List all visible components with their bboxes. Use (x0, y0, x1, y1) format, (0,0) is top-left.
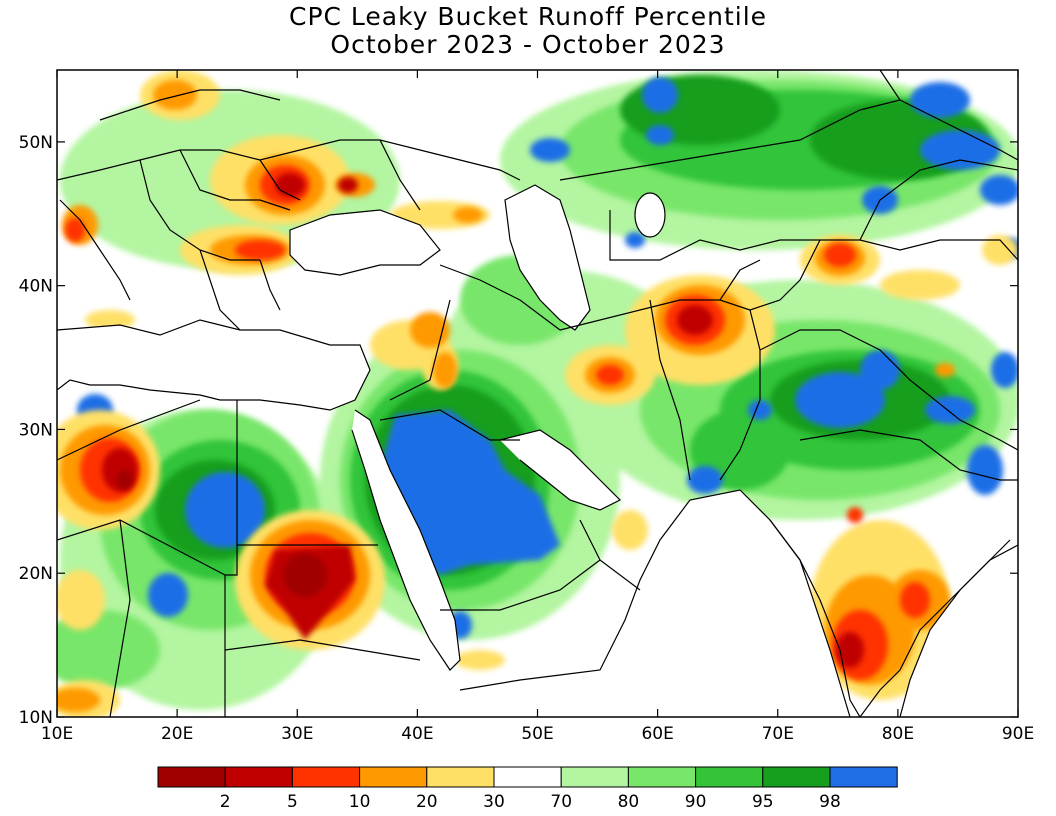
legend-label: 80 (618, 792, 640, 812)
water-mask (57, 185, 1018, 717)
legend-label: 2 (220, 792, 231, 812)
lon-tick-label: 50E (521, 724, 553, 744)
lat-tick-label: 40N (19, 277, 53, 297)
legend-label: 98 (819, 792, 841, 812)
map-title: CPC Leaky Bucket Runoff Percentile (288, 2, 768, 31)
legend-label: 5 (287, 792, 298, 812)
lon-tick-label: 90E (1002, 724, 1034, 744)
lat-tick-label: 30N (19, 420, 53, 440)
legend-swatch (157, 766, 226, 788)
legend-label: 95 (752, 792, 774, 812)
legend-swatch (493, 766, 562, 788)
legend-swatch (695, 766, 764, 788)
coastlines-borders (57, 70, 1018, 717)
legend-swatch (426, 766, 495, 788)
map-subtitle: October 2023 - October 2023 (330, 30, 726, 59)
legend-swatch (560, 766, 629, 788)
legend-swatch (291, 766, 361, 788)
lon-tick-label: 40E (401, 724, 433, 744)
lon-tick-label: 20E (161, 724, 193, 744)
legend: 2 5 10 20 30 70 80 90 95 98 (157, 766, 898, 812)
lat-tick-label: 50N (19, 133, 53, 153)
legend-swatch (627, 766, 697, 788)
lon-tick-label: 30E (281, 724, 313, 744)
lat-tick-label: 10N (19, 708, 53, 728)
percentile-field (57, 70, 1018, 717)
legend-label: 20 (416, 792, 438, 812)
lon-tick-label: 60E (641, 724, 673, 744)
legend-label: 90 (685, 792, 707, 812)
lon-tick-label: 80E (882, 724, 914, 744)
lat-tick-label: 20N (19, 564, 53, 584)
legend-swatch (829, 766, 898, 788)
legend-swatch (224, 766, 293, 788)
legend-label: 10 (349, 792, 371, 812)
lon-tick-label: 70E (762, 724, 794, 744)
axis-tick-labels: 10E 20E 30E 40E 50E 60E 70E 80E 90E 10N 20N 30N 40N 5… (19, 133, 1035, 744)
axis-ticks (56, 70, 1019, 718)
legend-swatch (762, 766, 831, 788)
lon-tick-label: 10E (41, 724, 73, 744)
legend-label: 70 (550, 792, 572, 812)
legend-swatch (359, 766, 428, 788)
legend-label: 30 (483, 792, 505, 812)
